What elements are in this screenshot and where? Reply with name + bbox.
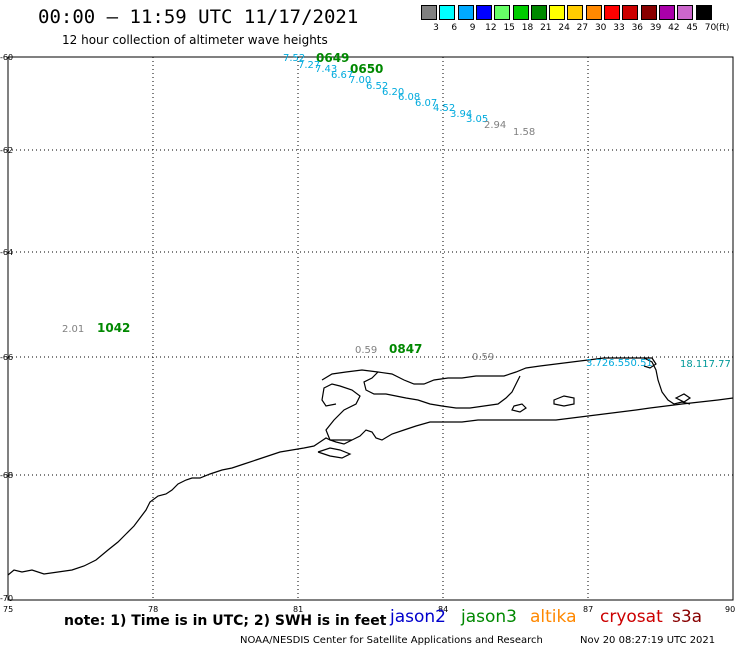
footer-note: note: 1) Time is in UTC; 2) SWH is in fe…: [64, 613, 387, 629]
swh-value: 3.05: [466, 114, 488, 125]
swh-value: 2.01: [62, 324, 84, 335]
swh-readings: 7.52 7.27 7.43 6.67 7.00 6.52 6.20 6.08 …: [62, 53, 731, 370]
scale-label: 39: [649, 23, 662, 33]
map-subtitle: 12 hour collection of altimeter wave hei…: [62, 33, 328, 47]
scale-swatch: [421, 5, 437, 20]
swh-value: 6.67: [331, 70, 353, 81]
scale-swatch: [622, 5, 639, 20]
scale-swatch: [549, 5, 566, 20]
lat-tick-label: -64: [0, 248, 13, 257]
swh-value: 4.52: [433, 103, 455, 114]
scale-swatch: [604, 5, 620, 20]
scale-label: 70: [704, 23, 717, 33]
scale-label: 6: [451, 23, 458, 33]
lon-tick-label: 87: [583, 605, 593, 614]
generated-timestamp: Nov 20 08:27:19 UTC 2021: [580, 635, 716, 646]
scale-unit: (ft): [715, 23, 730, 33]
lon-tick-label: 75: [3, 605, 13, 614]
scale-swatch: [695, 5, 712, 20]
scale-label: 15: [503, 23, 515, 33]
scale-swatch: [567, 5, 584, 20]
scale-label: 24: [558, 23, 570, 33]
map-frame: [7, 56, 734, 601]
pass-times: 0649 0650 1042 0847: [97, 51, 422, 356]
swh-value: 7.43: [315, 64, 337, 75]
scale-label: 3: [433, 23, 439, 33]
lat-tick-label: -62: [0, 146, 13, 155]
swh-value: 6.52: [366, 81, 388, 92]
scale-label: 42: [668, 23, 680, 33]
swh-value: 3.726.550.51: [586, 358, 653, 369]
swh-value: 2.94: [484, 120, 506, 131]
scale-label: 36: [631, 23, 644, 33]
satellite-jason3-label: jason3: [461, 607, 517, 627]
scale-swatch: [457, 5, 474, 20]
swh-value: 1.58: [513, 127, 535, 138]
scale-swatch: [677, 5, 694, 20]
lat-tick-label: -60: [0, 53, 13, 62]
satellite-s3a-label: s3a: [672, 607, 703, 627]
pass-time-label: 0847: [389, 342, 422, 356]
satellite-jason2-label: jason2: [390, 607, 446, 627]
pass-time-label: 0649: [316, 51, 349, 65]
scale-label: 45: [686, 23, 698, 33]
swh-value: 7.00: [349, 75, 371, 86]
lat-tick-label: -68: [0, 471, 13, 480]
lat-lon-grid: [8, 57, 733, 600]
pass-time-label: 1042: [97, 321, 130, 335]
swh-value: 6.20: [382, 87, 404, 98]
scale-label: 18: [521, 23, 534, 33]
scale-label: 12: [485, 23, 497, 33]
lat-tick-label: -66: [0, 353, 13, 362]
credit-line: NOAA/NESDIS Center for Satellite Applica…: [240, 635, 543, 646]
scale-swatch: [585, 5, 602, 20]
satellite-altika-label: altika: [530, 607, 577, 627]
scale-swatch: [640, 5, 657, 20]
swh-value: 0.59: [472, 352, 494, 363]
scale-label: 33: [613, 23, 625, 33]
scale-swatch: [439, 5, 456, 20]
scale-label: 9: [469, 23, 476, 33]
map-title: 00:00 – 11:59 UTC 11/17/2021: [38, 6, 359, 28]
swh-value: 7.52: [283, 53, 305, 64]
swh-value: 18.117.77: [680, 359, 731, 370]
scale-label: 27: [576, 23, 589, 33]
swh-value: 6.08: [398, 92, 420, 103]
swh-value: 3.94: [450, 109, 472, 120]
scale-swatch: [494, 5, 511, 20]
lon-tick-label: 84: [438, 605, 448, 614]
lat-tick-label: -70: [0, 594, 13, 603]
scale-swatch: [658, 5, 675, 20]
scale-swatch: [512, 5, 529, 20]
antarctic-coastline: [7, 357, 734, 576]
lon-tick-label: 81: [293, 605, 303, 614]
swh-value: 0.59: [355, 345, 377, 356]
lon-tick-label: 78: [148, 605, 158, 614]
pass-time-label: 0650: [350, 62, 383, 76]
scale-swatch: [530, 5, 547, 20]
swh-value: 6.07: [415, 98, 437, 109]
lon-tick-label: 90: [725, 605, 735, 614]
scale-label: 30: [594, 23, 607, 33]
swh-value: 7.27: [298, 60, 320, 71]
satellite-cryosat-label: cryosat: [600, 607, 663, 627]
axis-labels: 75 78 81 84 87 90 -60 -62 -64 -66 -68 -7…: [0, 53, 735, 614]
scale-label: 21: [540, 23, 552, 33]
scale-swatch: [475, 5, 492, 20]
